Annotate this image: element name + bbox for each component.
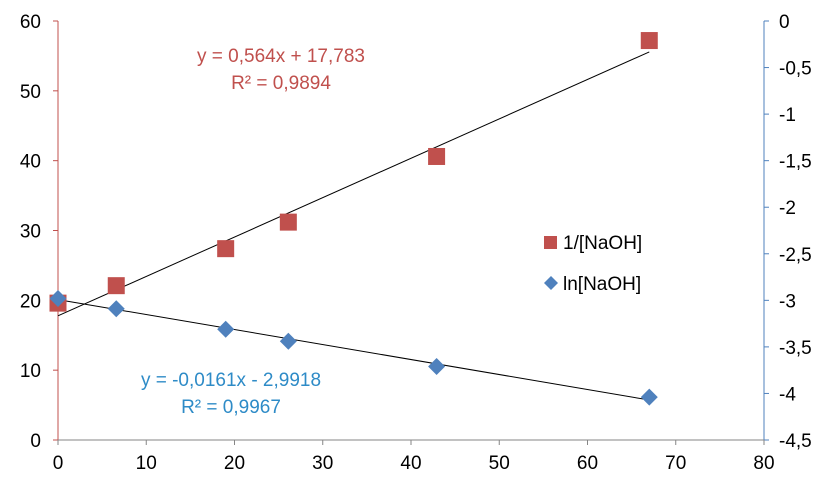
data-point-diamond — [640, 388, 658, 406]
y-right-tick-label: -2,5 — [779, 245, 812, 266]
axes: 0 10 20 30 40 50 60 0 -0,5 -1 -1,5 -2 -2,5 -3 -3,5 -4 -4… — [20, 12, 812, 474]
r2-red: R² = 0,9894 — [231, 73, 331, 94]
y-left-tick-label: 50 — [20, 82, 41, 103]
data-point-square — [279, 213, 297, 231]
equation-label-blue: y = -0,0161x - 2,9918 R² = 0,9967 — [141, 370, 321, 418]
y-right-tick-label: -1 — [779, 105, 796, 126]
y-left-tick-label: 10 — [20, 361, 41, 382]
y-left-tick-label: 20 — [20, 291, 41, 312]
x-tick-label: 30 — [312, 453, 333, 474]
y-right-tick-label: 0 — [779, 12, 790, 33]
x-tick-label: 40 — [400, 453, 421, 474]
legend-label-2: ln[NaOH] — [563, 274, 641, 295]
legend-item-1: 1/[NaOH] — [544, 233, 642, 254]
equation-label-red: y = 0,564x + 17,783 R² = 0,9894 — [197, 46, 365, 94]
data-point-square — [217, 240, 235, 258]
y-right-tick-label: -3,5 — [779, 338, 812, 359]
y-right-tick-label: -0,5 — [779, 59, 812, 80]
y-left-tick-label: 0 — [30, 431, 41, 452]
legend: 1/[NaOH] ln[NaOH] — [544, 233, 642, 295]
data-point-square — [107, 277, 125, 295]
data-point-diamond — [107, 300, 125, 318]
legend-item-2: ln[NaOH] — [544, 274, 641, 295]
legend-marker-square — [544, 236, 557, 249]
r2-blue: R² = 0,9967 — [181, 397, 281, 418]
trendline — [57, 51, 650, 317]
y-left-tick-label: 30 — [20, 222, 41, 243]
equation-red: y = 0,564x + 17,783 — [197, 46, 365, 67]
x-tick-label: 20 — [224, 453, 245, 474]
x-tick-label: 70 — [665, 453, 686, 474]
y-right-tick-label: -3 — [779, 291, 796, 312]
y-right-tick-label: -1,5 — [779, 152, 812, 173]
data-point-diamond — [49, 289, 67, 307]
x-tick-label: 60 — [577, 453, 598, 474]
x-tick-label: 50 — [489, 453, 510, 474]
data-point-diamond — [217, 320, 235, 338]
data-point-diamond — [428, 357, 446, 375]
y-left-tick-label: 60 — [20, 12, 41, 33]
equation-blue: y = -0,0161x - 2,9918 — [141, 370, 321, 391]
data-point-square — [640, 32, 658, 50]
data-point-square — [428, 147, 446, 165]
y-left-tick-label: 40 — [20, 152, 41, 173]
y-right-tick-label: -4 — [779, 384, 796, 405]
x-tick-label: 0 — [53, 453, 64, 474]
x-tick-label: 80 — [753, 453, 774, 474]
legend-label-1: 1/[NaOH] — [563, 233, 642, 254]
trendline — [57, 299, 650, 401]
legend-marker-diamond — [544, 276, 558, 290]
markers — [49, 32, 658, 406]
x-tick-label: 10 — [136, 453, 157, 474]
y-right-tick-label: -4,5 — [779, 431, 812, 452]
data-point-diamond — [279, 332, 297, 350]
y-right-tick-label: -2 — [779, 198, 796, 219]
trendlines — [57, 51, 650, 401]
